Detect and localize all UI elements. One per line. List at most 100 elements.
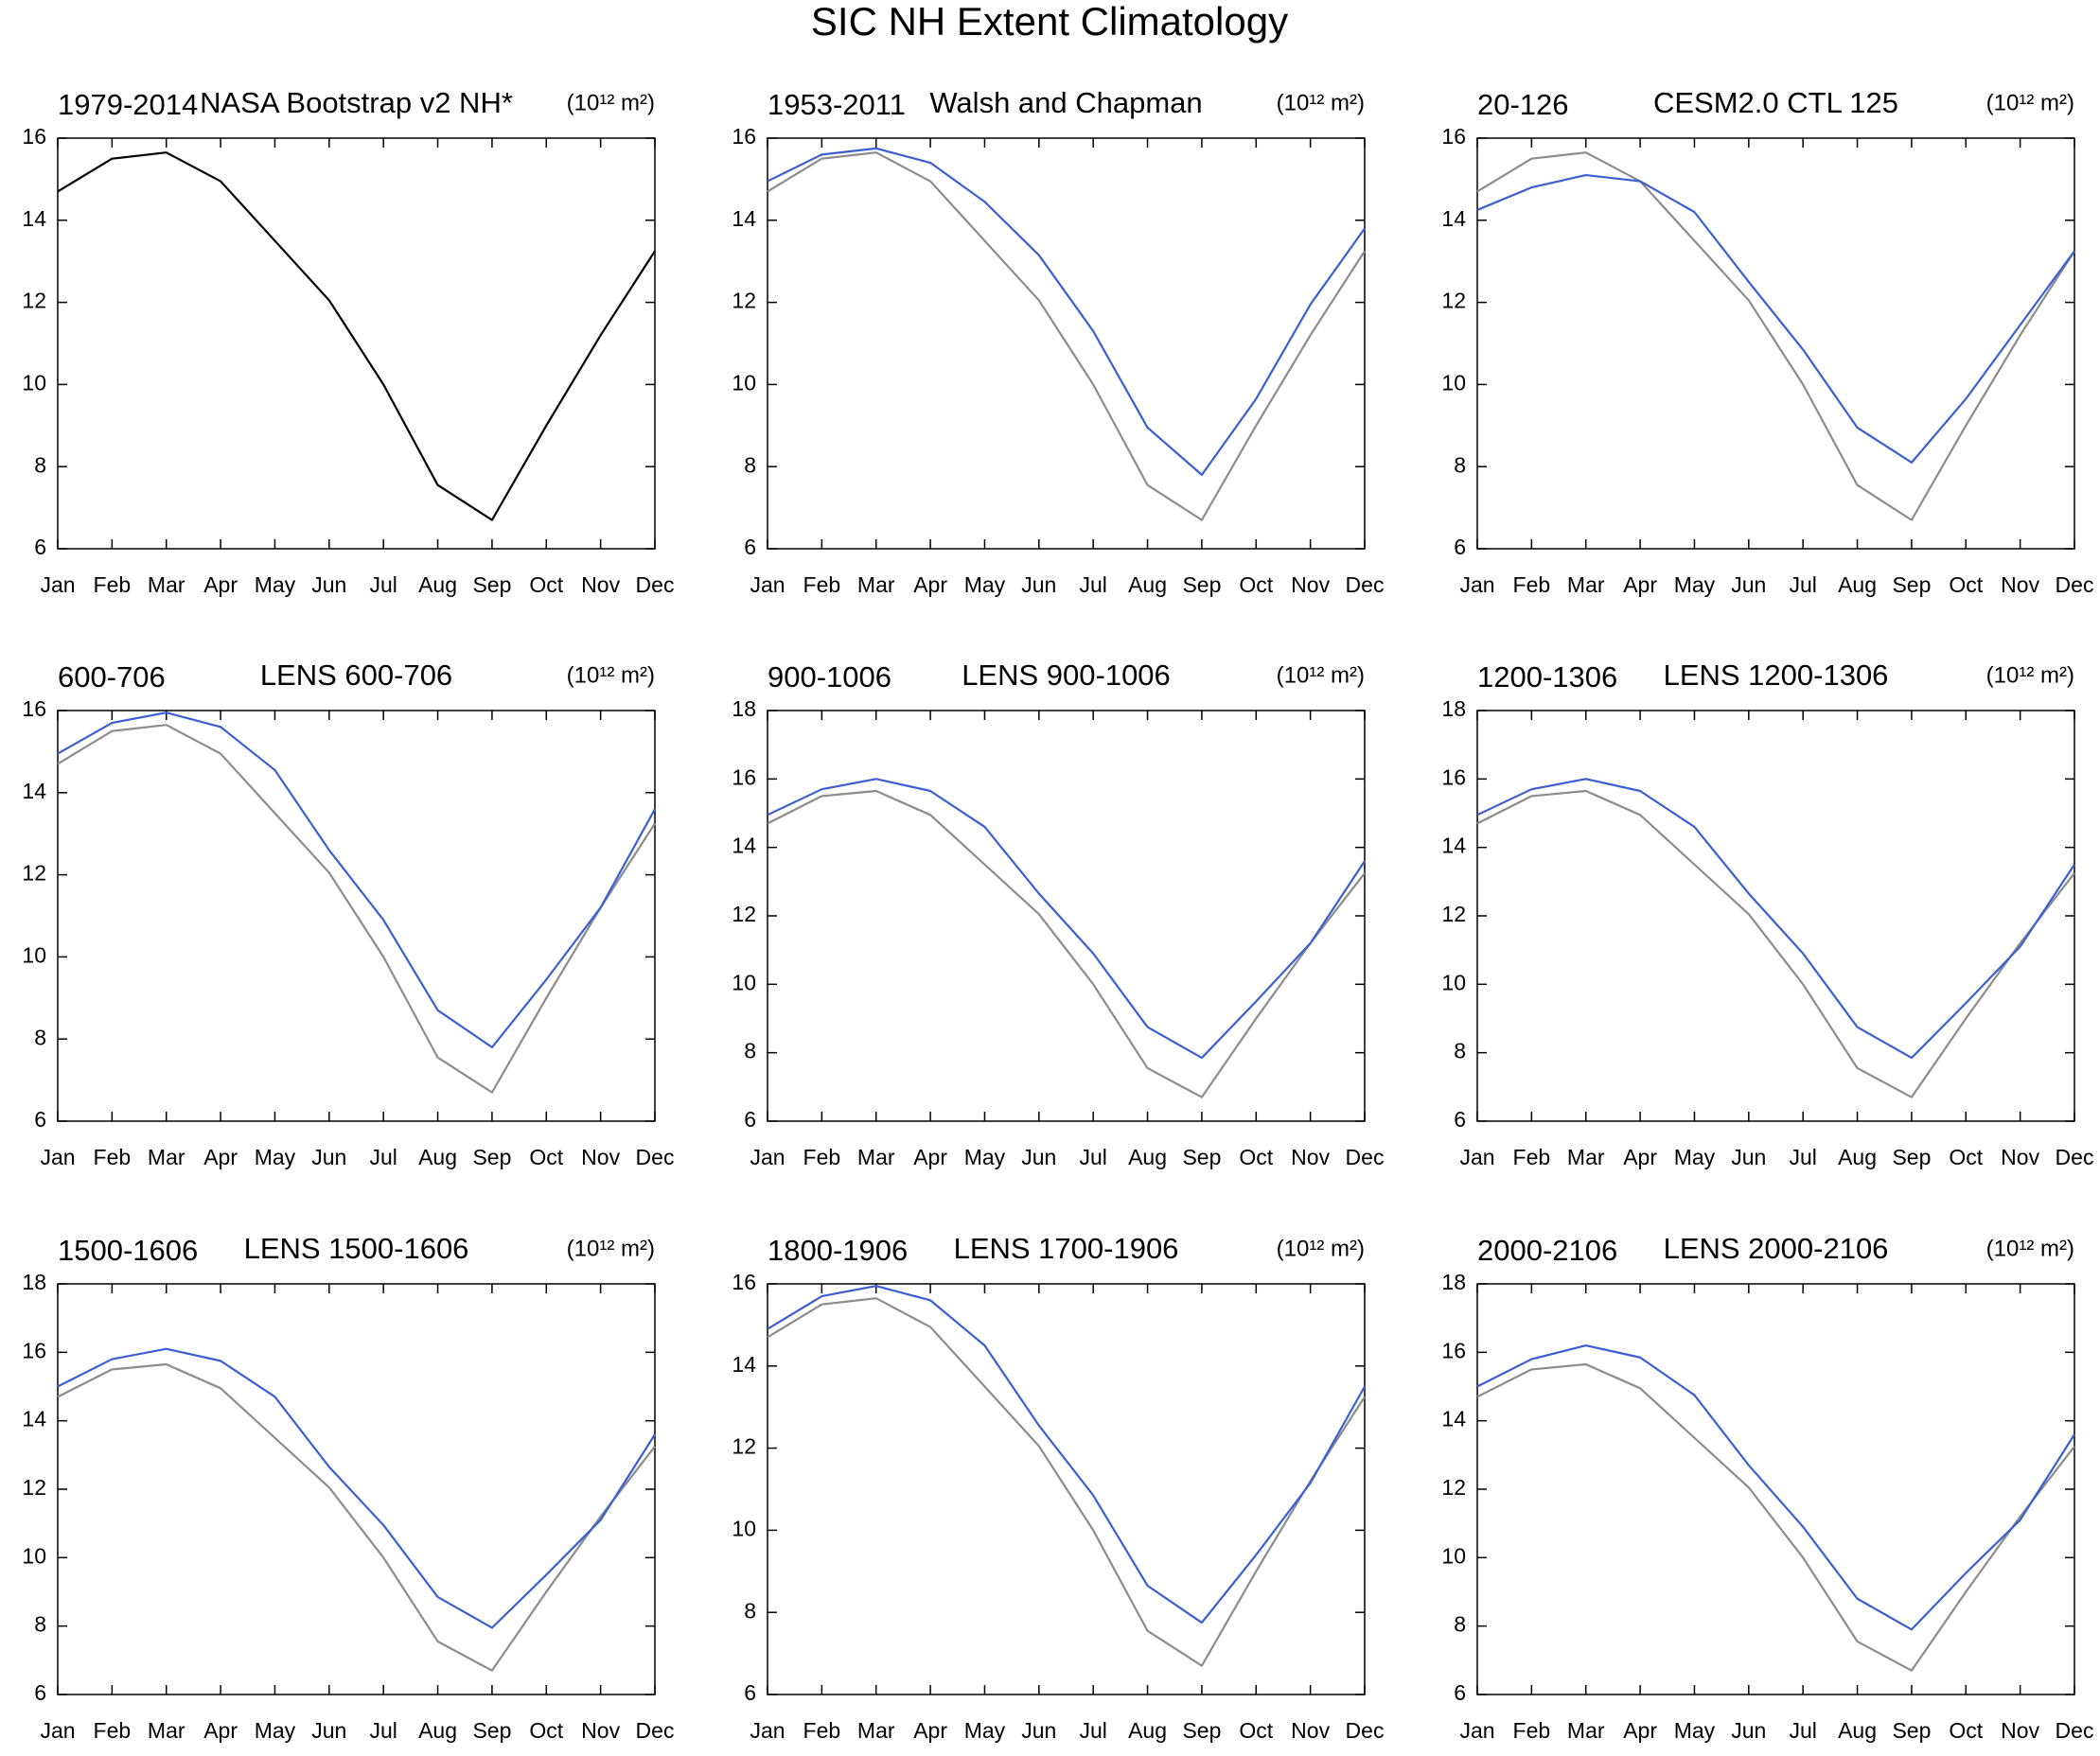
- x-tick-label: Dec: [1346, 1145, 1385, 1169]
- panel-label: 900-1006: [768, 660, 891, 694]
- x-tick-label: Dec: [1346, 1718, 1385, 1743]
- x-tick-label: Dec: [2056, 572, 2094, 597]
- x-tick-label: Jan: [40, 572, 75, 597]
- x-tick-label: Dec: [636, 572, 675, 597]
- x-tick-label: Sep: [472, 572, 511, 597]
- plot-frame: [57, 1283, 656, 1695]
- x-tick-label: Aug: [1128, 572, 1167, 597]
- x-tick-label: Sep: [1892, 572, 1931, 597]
- y-tick-label: 6: [34, 1107, 46, 1132]
- x-tick-label: Apr: [913, 1718, 947, 1743]
- x-tick-label: Sep: [472, 1718, 511, 1743]
- series-line: [1476, 789, 2075, 1098]
- series-line: [1476, 151, 2075, 521]
- x-tick-label: Oct: [529, 1718, 563, 1743]
- y-tick-label: 8: [34, 1025, 46, 1049]
- y-tick-label: 8: [1454, 1039, 1466, 1063]
- y-tick-label: 16: [732, 1270, 756, 1294]
- x-tick-label: Mar: [1567, 1145, 1605, 1169]
- series-line: [767, 789, 1366, 1098]
- units-label: (10¹² m²): [1986, 1236, 2074, 1261]
- y-tick-label: 18: [732, 696, 756, 721]
- x-tick-label: Sep: [1182, 1145, 1221, 1169]
- units-label: (10¹² m²): [567, 662, 655, 688]
- y-tick-label: 12: [1441, 902, 1466, 926]
- panel: 1800-1906 LENS 1700-1906 (10¹² m²) 6 8 10 12 14…: [732, 1232, 1384, 1743]
- series-line: [767, 1297, 1366, 1667]
- series-line: [1476, 778, 2075, 1060]
- x-tick-label: Apr: [203, 572, 238, 597]
- x-tick-label: Apr: [203, 1718, 238, 1743]
- x-tick-label: Aug: [1838, 1145, 1877, 1169]
- y-tick-label: 12: [732, 902, 756, 926]
- y-tick-label: 16: [22, 1338, 46, 1362]
- units-label: (10¹² m²): [567, 1236, 655, 1261]
- y-tick-label: 8: [744, 452, 756, 477]
- x-tick-label: Jun: [311, 572, 346, 597]
- series-line: [767, 147, 1366, 476]
- x-tick-label: Mar: [857, 1145, 895, 1169]
- y-tick-label: 12: [732, 1434, 756, 1459]
- panel-title: LENS 1700-1906: [954, 1232, 1179, 1265]
- x-tick-label: Nov: [2001, 1718, 2039, 1743]
- x-tick-label: Jul: [1079, 1145, 1106, 1169]
- y-tick-label: 8: [1454, 1612, 1466, 1637]
- x-tick-label: Oct: [1239, 1145, 1273, 1169]
- x-tick-label: Jan: [1459, 1145, 1494, 1169]
- x-tick-label: Nov: [1291, 1718, 1330, 1743]
- x-tick-label: Feb: [1513, 572, 1551, 597]
- x-tick-label: Jan: [40, 1718, 75, 1743]
- x-tick-label: Oct: [529, 572, 563, 597]
- x-tick-label: Feb: [1513, 1718, 1551, 1743]
- y-tick-label: 12: [22, 289, 46, 313]
- x-tick-label: May: [255, 1718, 296, 1743]
- y-tick-label: 12: [1441, 289, 1466, 313]
- y-tick-label: 10: [22, 1543, 46, 1568]
- y-tick-label: 12: [22, 861, 46, 886]
- x-tick-label: Aug: [1128, 1145, 1167, 1169]
- x-tick-label: Jun: [1731, 1718, 1766, 1743]
- panel: 1200-1306 LENS 1200-1306 (10¹² m²) 6 8 10 12 14…: [1441, 658, 2093, 1169]
- panel-label: 1200-1306: [1477, 660, 1617, 694]
- x-tick-label: Apr: [913, 1145, 947, 1169]
- x-tick-label: Jul: [1789, 572, 1816, 597]
- panel: 900-1006 LENS 900-1006 (10¹² m²) 6 8 10 12 14 16…: [732, 658, 1384, 1169]
- series-line: [767, 151, 1366, 521]
- y-tick-label: 12: [732, 289, 756, 313]
- plot-frame: [767, 137, 1366, 550]
- x-tick-label: Feb: [94, 572, 132, 597]
- x-tick-label: Oct: [1949, 1145, 1983, 1169]
- series-line: [767, 1285, 1366, 1624]
- x-tick-label: Dec: [2056, 1145, 2094, 1169]
- panel-title: LENS 2000-2106: [1664, 1232, 1889, 1265]
- x-tick-label: Aug: [1838, 1718, 1877, 1743]
- x-tick-label: Oct: [1949, 572, 1983, 597]
- panel-title: LENS 600-706: [260, 658, 452, 692]
- x-tick-label: May: [964, 1718, 1006, 1743]
- panel-label: 20-126: [1477, 88, 1569, 121]
- x-tick-label: May: [1674, 572, 1716, 597]
- plot-frame: [57, 710, 656, 1122]
- series-line: [1476, 1362, 2075, 1672]
- panel-label: 1500-1606: [58, 1234, 198, 1267]
- y-tick-label: 6: [744, 535, 756, 559]
- x-tick-label: Dec: [1346, 572, 1385, 597]
- plot-frame: [767, 1283, 1366, 1695]
- y-tick-label: 10: [732, 970, 756, 994]
- x-tick-label: Aug: [418, 572, 457, 597]
- x-tick-label: May: [255, 572, 296, 597]
- y-tick-label: 14: [22, 1407, 46, 1431]
- panel: 1953-2011 Walsh and Chapman (10¹² m²) 6 8 10 1…: [732, 86, 1384, 597]
- x-tick-label: Mar: [148, 1718, 185, 1743]
- panel-label: 1953-2011: [768, 88, 906, 121]
- series-line: [1476, 173, 2075, 464]
- x-tick-label: May: [964, 572, 1006, 597]
- x-tick-label: Mar: [857, 1718, 895, 1743]
- panel-label: 1979-2014: [58, 88, 198, 121]
- x-tick-label: Jan: [750, 1145, 785, 1169]
- series-line: [767, 778, 1366, 1060]
- panel-title: NASA Bootstrap v2 NH*: [200, 86, 513, 119]
- y-tick-label: 14: [1441, 1407, 1466, 1431]
- y-tick-label: 14: [732, 1352, 756, 1377]
- series-line: [57, 1362, 656, 1672]
